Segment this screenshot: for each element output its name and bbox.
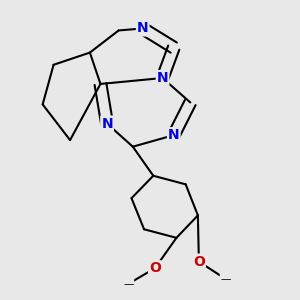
Text: N: N — [157, 71, 168, 85]
Text: N: N — [168, 128, 180, 142]
Text: —: — — [220, 274, 230, 284]
Text: N: N — [101, 117, 113, 130]
Text: O: O — [193, 255, 205, 268]
Text: N: N — [137, 22, 148, 35]
Text: O: O — [149, 261, 161, 275]
Text: —: — — [123, 279, 134, 289]
